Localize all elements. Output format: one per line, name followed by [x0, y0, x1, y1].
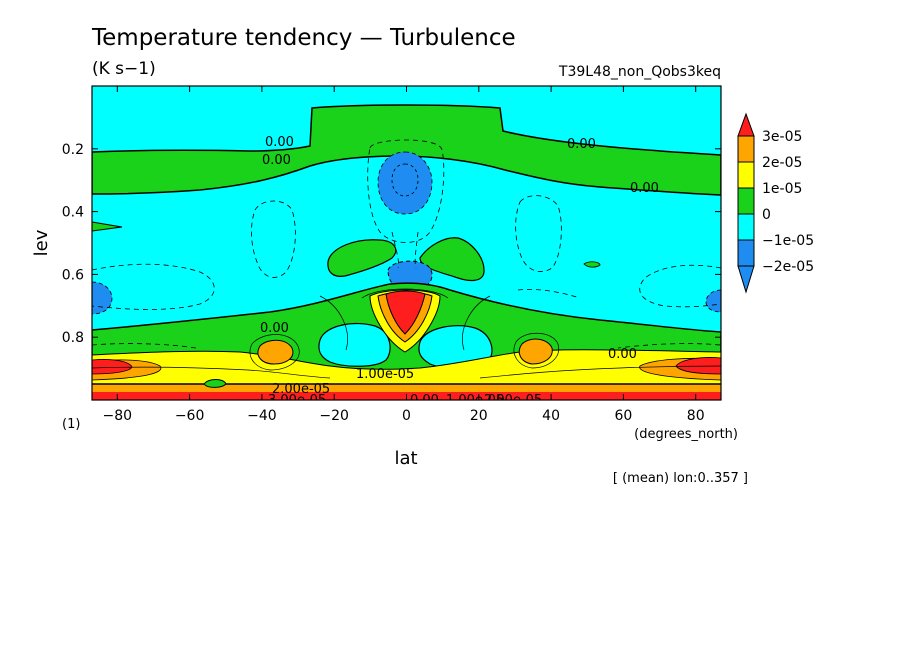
y-tick-label: 0.6 — [62, 267, 84, 283]
contour-label: 0.00 — [567, 137, 596, 152]
pos-contour — [479, 365, 721, 379]
x-tick-label: 40 — [542, 408, 560, 424]
edge-blue-left — [92, 281, 113, 315]
x-axis: −80 −60 −40 −20 0 20 40 60 80 — [103, 86, 705, 424]
neg-contour — [92, 263, 215, 310]
pos-contour — [92, 366, 331, 379]
chart-title: Temperature tendency — Turbulence — [91, 25, 516, 51]
colorbar-bottom-arrow — [737, 265, 755, 294]
x-tick-label: 20 — [470, 408, 488, 424]
small-green-blob-lower-left — [203, 379, 227, 388]
contour-label: 0.00 — [608, 347, 637, 362]
plot-area: 0.00 0.00 0.00 0.00 0.00 0.00 1.00e-05 2… — [92, 86, 721, 408]
neg-contour — [391, 231, 419, 269]
pos-contour — [513, 332, 560, 369]
contour-label: 1.00e-05 — [356, 367, 414, 382]
colorbar-label: 2e-05 — [762, 155, 802, 171]
colorbar-label: 3e-05 — [762, 129, 802, 145]
contour-label: 1.00e-05 — [446, 393, 504, 408]
pos-contour — [249, 334, 300, 371]
surface-orange-layer — [92, 384, 721, 392]
cyan-pocket-left — [318, 323, 391, 367]
contour-label: 2.00e-05 — [272, 382, 330, 397]
experiment-label: T39L48_non_Qobs3keq — [558, 64, 721, 80]
colorbar-label: 1e-05 — [762, 181, 802, 197]
neg-contour — [367, 139, 445, 243]
colorbar-top-arrow — [737, 112, 755, 137]
colorbar-label: 0 — [762, 207, 771, 223]
colorbar-bin-blue — [737, 239, 755, 267]
contour-label: 0.00 — [410, 393, 439, 408]
y-axis: 0.2 0.4 0.6 0.8 — [62, 142, 721, 346]
contour-label: 0.00 — [262, 153, 291, 168]
colorbar: 3e-05 2e-05 1e-05 0 −1e-05 −2e-05 — [737, 112, 814, 294]
neg-contour — [617, 343, 721, 349]
y-tick-label: 0.4 — [62, 205, 84, 221]
equatorial-max-red — [385, 290, 426, 335]
mid-green-lobe-right — [419, 237, 485, 282]
y-tick-label: 0.2 — [62, 142, 84, 158]
x-tick-label: 80 — [687, 408, 705, 424]
neg-contour — [251, 200, 296, 278]
contour-label: 0.00 — [260, 321, 289, 336]
colorbar-label: −2e-05 — [762, 259, 814, 275]
pos-contour — [319, 295, 348, 351]
chart-units: (K s−1) — [92, 59, 156, 79]
pos-contour — [361, 288, 449, 299]
x-tick-label: −60 — [175, 408, 205, 424]
left-green-tongue — [92, 221, 123, 232]
x-axis-title: lat — [394, 448, 417, 469]
contour-label: 0.00 — [630, 181, 659, 196]
contour-label: 2.00e-05 — [484, 393, 542, 408]
mean-note: [ (mean) lon:0..357 ] — [613, 471, 748, 486]
neg-contour — [517, 289, 581, 299]
x-tick-label: −80 — [103, 408, 133, 424]
subtropical-max-right — [518, 338, 553, 365]
x-tick-label: −40 — [247, 408, 277, 424]
edge-blue-right — [705, 289, 721, 313]
y-tick-label: 0.8 — [62, 330, 84, 346]
contour-label: 0.00 — [265, 135, 294, 150]
stratospheric-band — [92, 104, 721, 196]
small-green-blob-right — [583, 261, 601, 268]
colorbar-bin-green — [737, 187, 755, 215]
colorbar-label: −1e-05 — [762, 233, 814, 249]
colorbar-bin-yellow — [737, 161, 755, 189]
x-tick-label: 60 — [614, 408, 632, 424]
contour-labels: 0.00 0.00 0.00 0.00 0.00 0.00 1.00e-05 2… — [260, 135, 659, 408]
colorbar-bin-orange — [737, 135, 755, 163]
colorbar-bin-cyan — [737, 213, 755, 241]
negative-contours — [92, 139, 721, 349]
y-units: (1) — [62, 417, 80, 432]
pos-contour — [462, 295, 491, 351]
positive-contours — [92, 288, 721, 379]
x-tick-label: 0 — [402, 408, 411, 424]
y-axis-title: lev — [31, 229, 52, 256]
contour-label: 3.00e-05 — [268, 393, 326, 408]
subtropical-max-left — [257, 339, 294, 365]
neg-contour — [92, 343, 197, 349]
x-tick-label: −20 — [319, 408, 349, 424]
mid-green-lobe-left — [327, 239, 397, 277]
upper-negative-core — [391, 163, 419, 197]
x-units: (degrees_north) — [634, 427, 738, 442]
neg-contour — [515, 195, 562, 272]
neg-contour — [639, 264, 721, 308]
